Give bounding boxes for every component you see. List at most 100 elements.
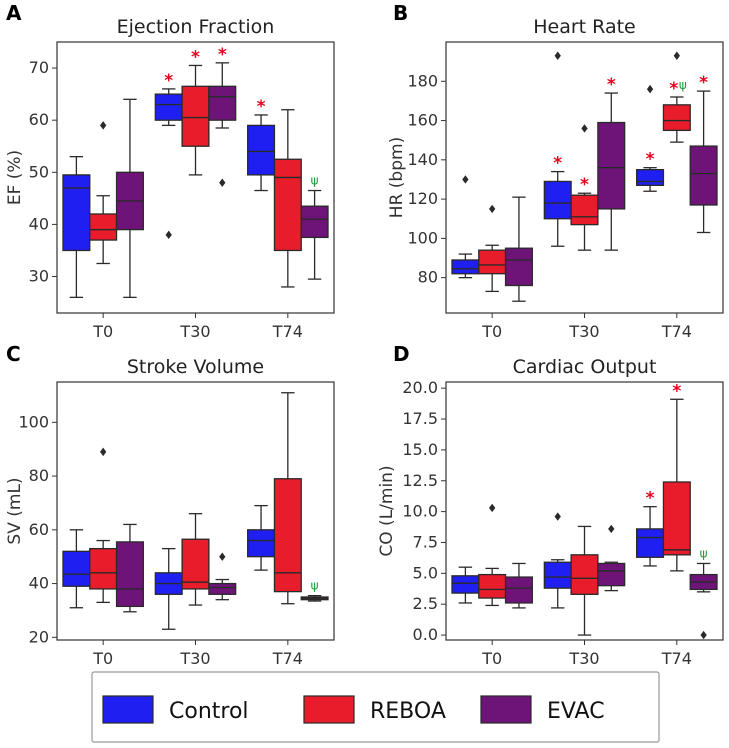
box-reboa-t74 <box>273 392 302 605</box>
x-tick-label: T0 <box>481 322 502 341</box>
x-tick-label: T74 <box>661 322 692 341</box>
y-tick-label: 180 <box>407 71 438 90</box>
box-iqr <box>451 575 480 594</box>
outlier-marker <box>700 630 707 640</box>
box-control-t30: * <box>543 51 572 247</box>
panel-letter: D <box>393 342 410 366</box>
y-axis-label: CO (L/min) <box>377 465 397 556</box>
x-tick-label: T74 <box>272 322 303 341</box>
outlier-marker <box>100 121 107 130</box>
significance-psi: ψ <box>679 78 687 92</box>
outlier-marker <box>554 512 561 521</box>
box-reboa-t0 <box>89 447 118 604</box>
plot-frame <box>445 381 724 641</box>
box-iqr <box>543 180 572 220</box>
significance-psi: ψ <box>311 579 319 593</box>
y-tick-label: 7.5 <box>413 532 438 551</box>
legend-item-reboa: REBOA <box>303 695 446 724</box>
x-tick-label: T30 <box>179 322 210 341</box>
significance-asterisk: * <box>191 47 200 67</box>
y-tick-label: 60 <box>29 520 49 539</box>
plot-frame <box>56 41 335 314</box>
box-iqr <box>115 541 144 608</box>
box-evac-t74: ψ <box>689 546 718 640</box>
box-iqr <box>504 247 533 287</box>
box-reboa-t30: * <box>181 47 210 176</box>
significance-psi: ψ <box>700 546 708 560</box>
panel-title: Stroke Volume <box>127 356 264 378</box>
outlier-marker <box>554 51 561 60</box>
panel-d: D Cardiac Output CO (L/min) 0.0 2.5 5.0 7.5 10.… <box>377 342 724 668</box>
legend-item-control: Control <box>102 695 249 724</box>
outlier-marker <box>673 51 680 60</box>
box-reboa-t0 <box>478 503 507 607</box>
y-tick-label: 80 <box>418 268 438 287</box>
box-control-t0 <box>451 175 480 279</box>
y-tick-label: 100 <box>18 412 49 431</box>
panel-a: A Ejection Fraction EF (%) 30 40 50 60 70 T0 T30 T… <box>5 1 335 341</box>
box-iqr <box>89 547 118 590</box>
y-tick-label: 140 <box>407 150 438 169</box>
box-iqr <box>300 205 329 239</box>
box-iqr <box>543 561 572 589</box>
box-iqr <box>62 550 91 587</box>
y-tick-label: 0.0 <box>413 625 438 644</box>
x-tick-label: T0 <box>92 322 113 341</box>
x-tick-label: T30 <box>568 322 599 341</box>
box-iqr <box>636 528 665 558</box>
y-tick-label: 30 <box>29 267 49 286</box>
box-control-t74 <box>247 504 276 571</box>
panel-letter: C <box>6 342 21 366</box>
outlier-marker <box>608 524 615 534</box>
y-tick-label: 70 <box>29 58 49 77</box>
legend: Control REBOA EVAC <box>91 671 660 743</box>
box-control-t74: * <box>636 84 665 192</box>
y-tick-label: 20.0 <box>402 378 438 397</box>
x-tick-label: T0 <box>92 649 113 668</box>
outlier-marker <box>489 503 496 513</box>
box-iqr <box>478 573 507 599</box>
x-tick-label: T30 <box>568 649 599 668</box>
box-control-t0 <box>62 156 91 299</box>
outlier-marker <box>646 84 654 94</box>
box-iqr <box>478 249 507 275</box>
box-iqr <box>570 194 599 226</box>
outlier-marker <box>165 230 172 240</box>
panel-title: Cardiac Output <box>513 356 657 378</box>
y-tick-label: 12.5 <box>402 471 438 490</box>
box-iqr <box>181 85 210 147</box>
box-iqr <box>636 168 665 187</box>
box-evac-t0 <box>504 562 533 609</box>
box-iqr <box>570 554 599 595</box>
box-iqr <box>247 529 276 558</box>
y-tick-label: 100 <box>407 228 438 247</box>
box-evac-t0 <box>115 98 144 299</box>
legend-label: REBOA <box>370 699 446 724</box>
box-control-t74: * <box>636 489 665 567</box>
plot-frame <box>56 381 335 641</box>
y-tick-label: 40 <box>29 214 49 233</box>
legend-label: EVAC <box>547 699 605 724</box>
box-reboa-t74 <box>273 109 302 288</box>
box-evac-t30 <box>208 552 237 601</box>
box-iqr <box>62 174 91 252</box>
legend-swatch <box>480 695 532 724</box>
significance-psi: ψ <box>311 174 319 188</box>
significance-asterisk: * <box>553 154 562 174</box>
outlier-marker <box>489 204 496 214</box>
legend-swatch <box>102 695 154 724</box>
y-tick-label: 2.5 <box>413 594 438 613</box>
y-axis-label: HR (bpm) <box>387 137 407 218</box>
y-axis-label: EF (%) <box>5 150 25 205</box>
significance-asterisk: * <box>164 71 173 91</box>
x-tick-label: T30 <box>179 649 210 668</box>
box-control-t30 <box>543 512 572 609</box>
legend-frame <box>91 671 660 743</box>
significance-asterisk: * <box>257 97 266 117</box>
box-iqr <box>597 121 626 210</box>
significance-asterisk: * <box>646 489 655 509</box>
y-tick-label: 120 <box>407 189 438 208</box>
x-tick-label: T0 <box>481 649 502 668</box>
legend-swatch <box>303 695 355 724</box>
